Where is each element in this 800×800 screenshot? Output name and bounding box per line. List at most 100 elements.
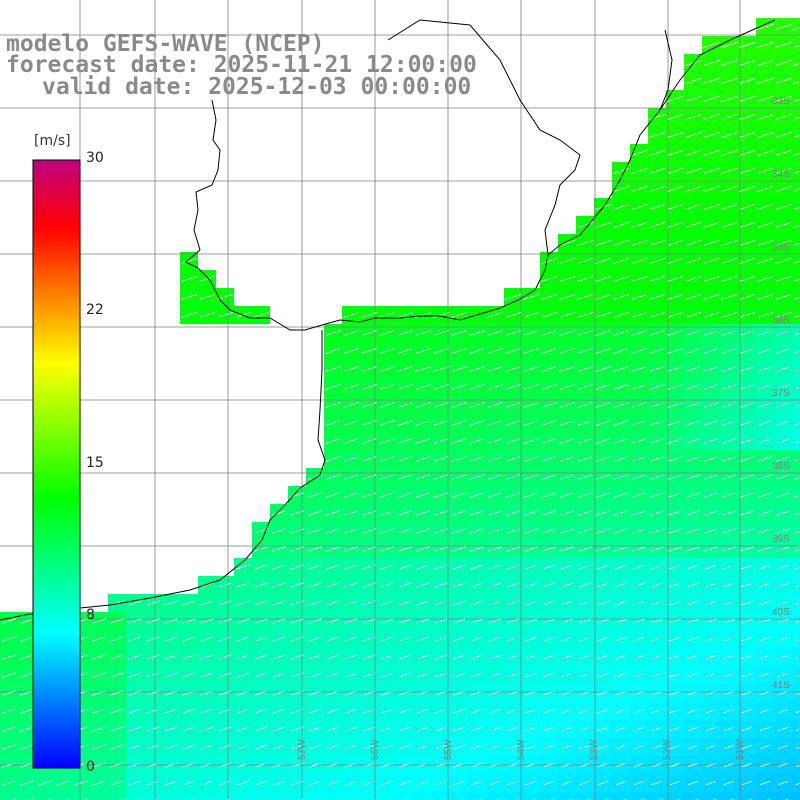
wind-arrow <box>777 690 789 696</box>
wind-arrow <box>576 293 594 301</box>
field-cell <box>792 252 800 270</box>
wind-arrow <box>738 77 756 85</box>
wind-arrow <box>669 600 681 606</box>
wind-arrow <box>198 275 216 283</box>
wind-arrow <box>471 672 483 678</box>
wind-arrow <box>38 780 52 786</box>
wind-arrow <box>451 402 467 408</box>
field-cell <box>792 324 800 342</box>
wind-arrow <box>684 113 702 121</box>
wind-arrow <box>579 780 591 786</box>
wind-arrow <box>128 618 142 624</box>
wind-arrow <box>327 744 339 750</box>
wind-arrow <box>723 582 735 588</box>
wind-arrow <box>452 510 466 516</box>
colorbar-unit: [m/s] <box>34 133 71 149</box>
wind-arrow <box>147 780 159 786</box>
wind-arrow <box>470 618 484 624</box>
wind-arrow <box>380 654 394 660</box>
wind-arrow <box>669 708 681 714</box>
wind-arrow <box>686 546 700 552</box>
wind-arrow <box>560 600 574 606</box>
wind-arrow <box>380 582 394 588</box>
wind-arrow <box>651 708 663 714</box>
wind-arrow <box>255 780 267 786</box>
wind-arrow <box>579 762 591 768</box>
wind-arrow <box>398 582 412 588</box>
field-cell <box>792 126 800 144</box>
wind-arrow <box>704 366 718 372</box>
wind-arrow <box>525 654 537 660</box>
wind-arrow <box>774 311 792 319</box>
wind-arrow <box>308 654 322 660</box>
field-cell <box>324 792 342 800</box>
field-cell <box>792 54 800 72</box>
wind-arrow <box>613 438 629 444</box>
wind-arrow <box>272 654 286 660</box>
wind-arrow <box>343 402 359 408</box>
wind-arrow <box>777 438 789 444</box>
wind-arrow <box>399 708 411 714</box>
wind-arrow <box>633 618 645 624</box>
wind-arrow <box>558 239 576 247</box>
wind-arrow <box>272 690 286 696</box>
wind-arrow <box>19 690 35 696</box>
wind-arrow <box>451 492 467 498</box>
wind-arrow <box>559 402 575 408</box>
wind-arrow <box>776 492 790 498</box>
wind-arrow <box>453 672 465 678</box>
wind-arrow <box>722 438 736 444</box>
wind-arrow <box>417 726 429 732</box>
wind-arrow <box>668 438 682 444</box>
wind-arrow <box>254 654 268 660</box>
wind-arrow <box>542 510 556 516</box>
wind-arrow <box>792 296 800 301</box>
wind-arrow <box>523 438 539 444</box>
wind-arrow <box>326 528 340 534</box>
wind-arrow <box>649 420 665 426</box>
wind-arrow <box>360 311 378 319</box>
wind-arrow <box>540 311 558 319</box>
wind-arrow <box>774 257 792 265</box>
wind-arrow <box>345 744 357 750</box>
wind-arrow <box>668 474 682 480</box>
wind-arrow <box>723 618 735 624</box>
wind-arrow <box>433 330 449 336</box>
wind-arrow <box>128 636 142 642</box>
wind-arrow <box>776 420 790 426</box>
wind-arrow <box>344 618 358 624</box>
wind-arrow <box>651 690 663 696</box>
coastline-path <box>185 19 776 331</box>
wind-arrow <box>471 708 483 714</box>
wind-arrow <box>489 744 501 750</box>
wind-arrow <box>720 185 738 193</box>
wind-arrow <box>110 726 124 732</box>
wind-arrow <box>648 221 666 229</box>
wind-arrow <box>795 404 800 408</box>
wind-arrow <box>687 708 699 714</box>
wind-arrow <box>596 564 610 570</box>
wind-arrow <box>343 384 359 390</box>
wind-arrow <box>541 438 557 444</box>
wind-arrow <box>543 780 555 786</box>
wind-arrow <box>398 546 412 552</box>
wind-arrow <box>687 618 699 624</box>
wind-arrow <box>577 438 593 444</box>
wind-arrow <box>684 167 702 175</box>
wind-arrow <box>453 762 465 768</box>
wind-arrow <box>415 348 431 354</box>
wind-arrow <box>597 672 609 678</box>
wind-arrow <box>489 726 501 732</box>
field-cell <box>252 792 270 800</box>
wind-arrow <box>612 203 630 211</box>
wind-arrow <box>792 134 800 139</box>
wind-arrow <box>579 726 591 732</box>
wind-arrow <box>488 600 502 606</box>
wind-arrow <box>379 492 395 498</box>
field-cell <box>792 144 800 162</box>
wind-arrow <box>792 260 800 265</box>
wind-arrow <box>200 672 214 678</box>
wind-arrow <box>756 275 774 283</box>
field-cell <box>792 198 800 216</box>
wind-arrow <box>291 726 303 732</box>
